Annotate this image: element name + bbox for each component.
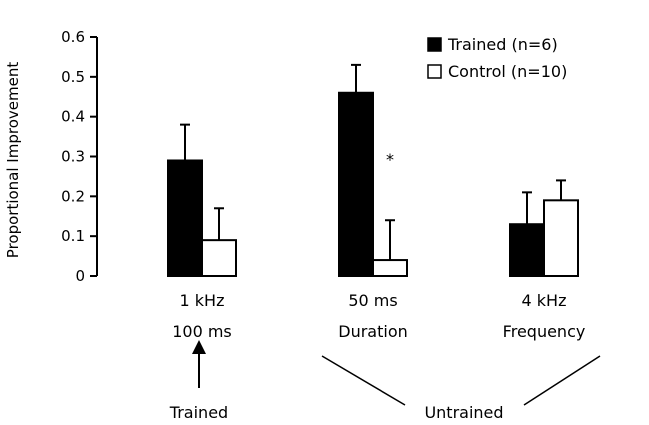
y-tick-label: 0.6 — [61, 28, 85, 46]
y-tick-label: 0.2 — [61, 187, 85, 205]
annotations: * Trained Untrained — [169, 150, 601, 422]
untrained-label: Untrained — [424, 403, 503, 422]
legend-swatch — [427, 64, 442, 79]
category-label-line2: Duration — [338, 322, 408, 341]
bar-control — [372, 259, 408, 278]
y-tick-label: 0 — [75, 267, 85, 285]
legend: Trained (n=6) Control (n=10) — [427, 35, 567, 81]
y-axis: 0 0.1 0.2 0.3 0.4 0.5 0.6 — [61, 28, 98, 285]
trained-label: Trained — [169, 403, 228, 422]
legend-swatch — [427, 37, 442, 52]
bar-trained — [509, 223, 545, 277]
bar-trained — [338, 91, 374, 278]
y-tick-label: 0.3 — [61, 148, 85, 166]
y-tick-label: 0.1 — [61, 227, 85, 245]
category-label-line1: 50 ms — [348, 291, 397, 310]
legend-label: Control (n=10) — [448, 62, 567, 81]
y-tick-label: 0.5 — [61, 68, 85, 86]
trained-arrow-head — [192, 340, 206, 354]
legend-label: Trained (n=6) — [447, 35, 558, 54]
untrained-line-right — [523, 355, 601, 406]
error-bars — [180, 63, 566, 261]
significance-marker: * — [386, 150, 394, 169]
category-label-line2: Frequency — [503, 322, 586, 341]
bar-control — [543, 199, 579, 277]
bars — [167, 91, 579, 278]
category-label-line1: 4 kHz — [522, 291, 567, 310]
category-label-line2: 100 ms — [172, 322, 232, 341]
bar-control — [201, 239, 237, 277]
bar-trained — [167, 159, 203, 278]
y-axis-label: Proportional Improvement — [4, 62, 22, 259]
untrained-line-left — [321, 355, 406, 406]
category-labels: 1 kHz 100 ms 50 ms Duration 4 kHz Frequency — [172, 291, 585, 341]
category-label-line1: 1 kHz — [180, 291, 225, 310]
y-tick-label: 0.4 — [61, 108, 85, 126]
